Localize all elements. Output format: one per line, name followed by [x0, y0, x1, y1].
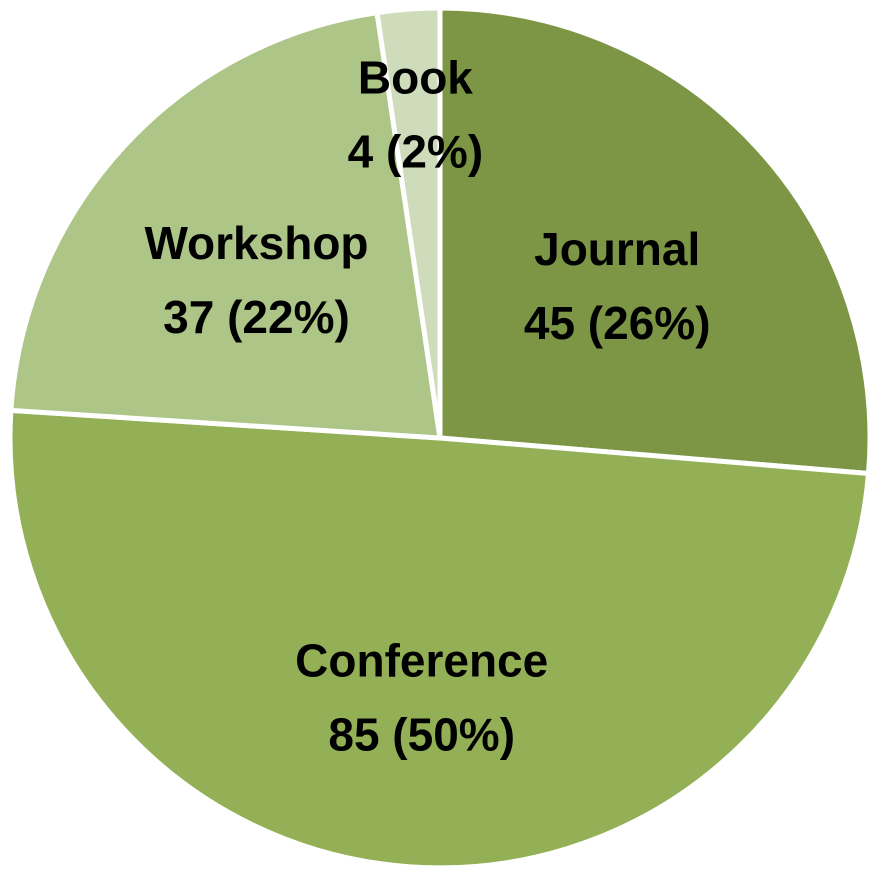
pie-slice-book [374, 5, 443, 441]
pie-label-name: Journal [534, 223, 700, 275]
pie-slices [7, 5, 873, 871]
pie-label-journal: Journal 45 (26%) [524, 223, 711, 349]
pie-slice-workshop [8, 10, 443, 441]
pie-label-book: Book 4 (2%) [348, 52, 483, 178]
pie-label-name: Book [358, 52, 473, 104]
pie-label-name: Conference [295, 635, 548, 687]
pie-slice-conference [7, 407, 872, 871]
pie-slice-journal [437, 5, 873, 477]
pie-label-value: 45 (26%) [524, 297, 711, 349]
pie-label-workshop: Workshop 37 (22%) [144, 217, 368, 343]
pie-label-value: 37 (22%) [163, 291, 350, 343]
pie-label-value: 85 (50%) [328, 709, 515, 761]
pie-label-value: 4 (2%) [348, 126, 483, 178]
pie-label-conference: Conference 85 (50%) [295, 635, 548, 761]
pie-labels: Journal 45 (26%) Conference 85 (50%) Worksho… [144, 52, 710, 761]
pie-label-name: Workshop [144, 217, 368, 269]
